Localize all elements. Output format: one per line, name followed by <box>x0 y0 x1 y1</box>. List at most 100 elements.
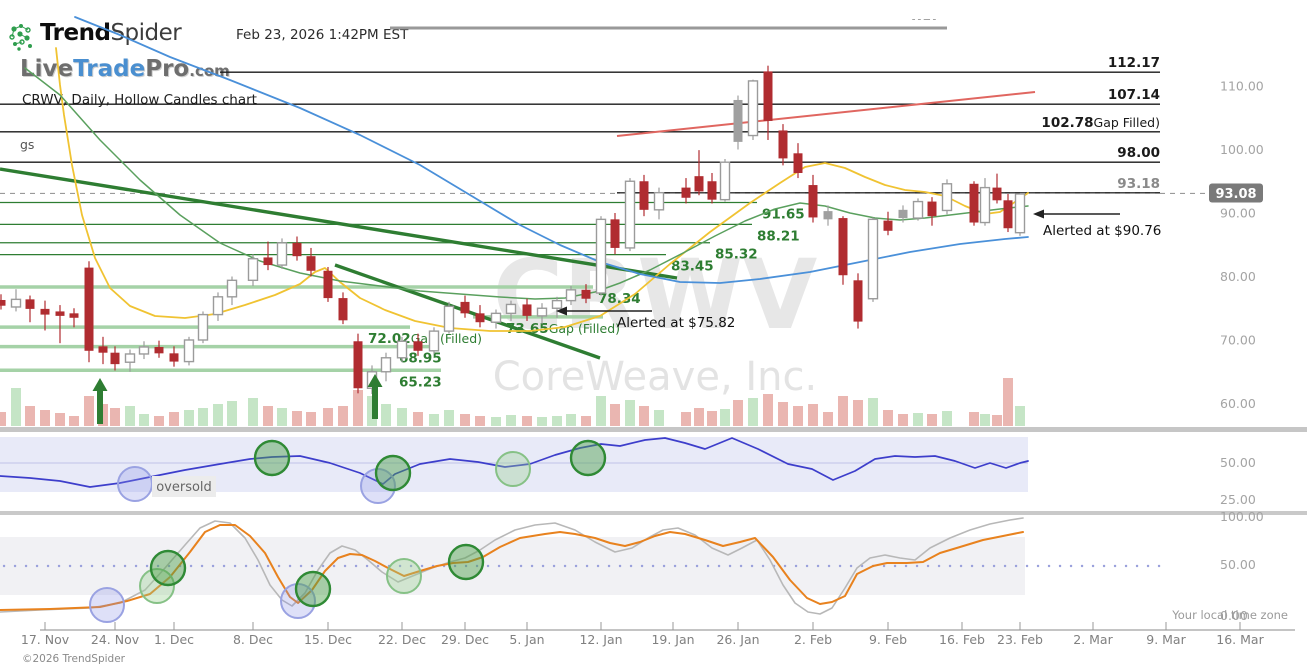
candle-body <box>838 218 848 276</box>
candle-body <box>883 220 893 231</box>
candle-body <box>110 352 120 365</box>
volume-bar <box>992 415 1002 426</box>
candle-body <box>292 242 302 257</box>
volume-bar <box>198 408 208 426</box>
x-axis-date-label: 17. Nov <box>21 632 70 647</box>
volume-bar <box>552 416 562 426</box>
candle-body <box>551 299 563 309</box>
candle-body <box>263 257 273 266</box>
candle-body <box>490 312 502 323</box>
volume-bar <box>566 414 576 426</box>
candle-body <box>823 211 833 220</box>
candle-body <box>624 180 636 249</box>
volume-bar <box>306 412 316 426</box>
x-axis-date-label: 8. Dec <box>233 632 273 647</box>
volume-bar <box>353 390 363 426</box>
candle-body <box>763 71 773 121</box>
candle-body <box>212 296 224 316</box>
candle-body <box>226 279 238 298</box>
candle-body <box>778 130 788 159</box>
x-axis-date-label: 29. Dec <box>441 632 489 647</box>
price-axis-tick: 70.00 <box>1220 333 1256 348</box>
volume-bar <box>522 416 532 426</box>
volume-bar <box>506 415 516 426</box>
signal-circle-g <box>569 439 607 477</box>
clipped-earnings-label: gs <box>20 137 35 152</box>
volume-bar <box>694 408 704 426</box>
candle-body <box>719 161 731 201</box>
candle-body <box>867 218 879 300</box>
volume-bar <box>793 406 803 426</box>
oversold-label: oversold <box>156 480 212 495</box>
volume-bar <box>397 408 407 426</box>
support-level-label: 85.32 <box>715 247 758 263</box>
volume-bar <box>460 414 470 426</box>
candle-body <box>898 209 908 219</box>
brand-trend: Trend <box>40 20 111 46</box>
volume-bar <box>707 411 717 426</box>
candle-body <box>941 183 953 212</box>
signal-circle-b <box>280 583 316 619</box>
volume-bar <box>169 412 179 426</box>
volume-bar <box>610 404 620 426</box>
trendspider-logo: TrendSpider <box>9 20 182 51</box>
green-downtrend-line <box>0 167 678 280</box>
volume-bar <box>654 410 664 426</box>
candle-body <box>428 330 440 352</box>
x-axis-date-label: 26. Jan <box>716 632 759 647</box>
pivot-level-label: 102.78Gap Filled) <box>1041 115 1160 131</box>
volume-bar <box>720 409 730 426</box>
volume-bar <box>292 411 302 426</box>
candle-body <box>154 346 164 354</box>
volume-bar <box>248 398 258 426</box>
volume-bar <box>1003 378 1013 426</box>
volume-bar <box>927 414 937 426</box>
support-level-label: 73.65Gap (Filled) <box>506 321 620 337</box>
candle-body <box>992 187 1002 201</box>
x-axis-date-label: 5. Jan <box>509 632 544 647</box>
volume-bar <box>25 406 35 426</box>
volume-bar <box>139 414 149 426</box>
volume-bar <box>778 402 788 426</box>
signal-circle-g <box>294 570 332 608</box>
support-level-label: 78.34 <box>598 291 641 307</box>
candle-body <box>639 181 649 210</box>
candle-body <box>505 303 517 315</box>
signal-circle-lg <box>139 568 175 604</box>
volume-bar <box>733 400 743 426</box>
signal-circle-lg <box>495 451 531 487</box>
candle-body <box>443 305 455 332</box>
candle-body <box>55 311 65 316</box>
support-level-label: 88.21 <box>757 228 800 244</box>
candle-body <box>247 258 259 282</box>
volume-bar <box>913 413 923 426</box>
x-axis-date-label: 19. Jan <box>651 632 694 647</box>
volume-bar <box>110 408 120 426</box>
alert-arrow-head <box>556 306 567 316</box>
volume-bar <box>381 404 391 426</box>
x-axis-date-label: 9. Mar <box>1146 632 1186 647</box>
brand-spider: Spider <box>110 20 182 46</box>
candle-body <box>183 339 195 363</box>
buy-signal-arrow <box>367 374 383 419</box>
ma-green <box>24 67 1029 300</box>
price-axis-tick: 90.00 <box>1220 206 1256 221</box>
x-axis-date-label: 2. Mar <box>1073 632 1113 647</box>
x-axis-date-label: 15. Dec <box>304 632 352 647</box>
x-axis-date-label: 22. Dec <box>378 632 426 647</box>
volume-bar <box>40 410 50 426</box>
candle-body <box>475 313 485 323</box>
x-axis-date-label: 2. Feb <box>794 632 832 647</box>
candle-body <box>969 183 979 223</box>
pivot-level-label: 98.00 <box>1117 145 1160 161</box>
candle-body <box>793 153 803 173</box>
signal-circle-b <box>360 468 396 504</box>
candle-body <box>306 256 316 271</box>
alert-label: Alerted at $75.82 <box>617 315 735 331</box>
x-axis-date-label: 23. Feb <box>997 632 1043 647</box>
rsi-axis-tick: 25.00 <box>1220 492 1256 507</box>
x-axis-date-label: 16. Feb <box>939 632 985 647</box>
volume-bar <box>11 388 21 426</box>
